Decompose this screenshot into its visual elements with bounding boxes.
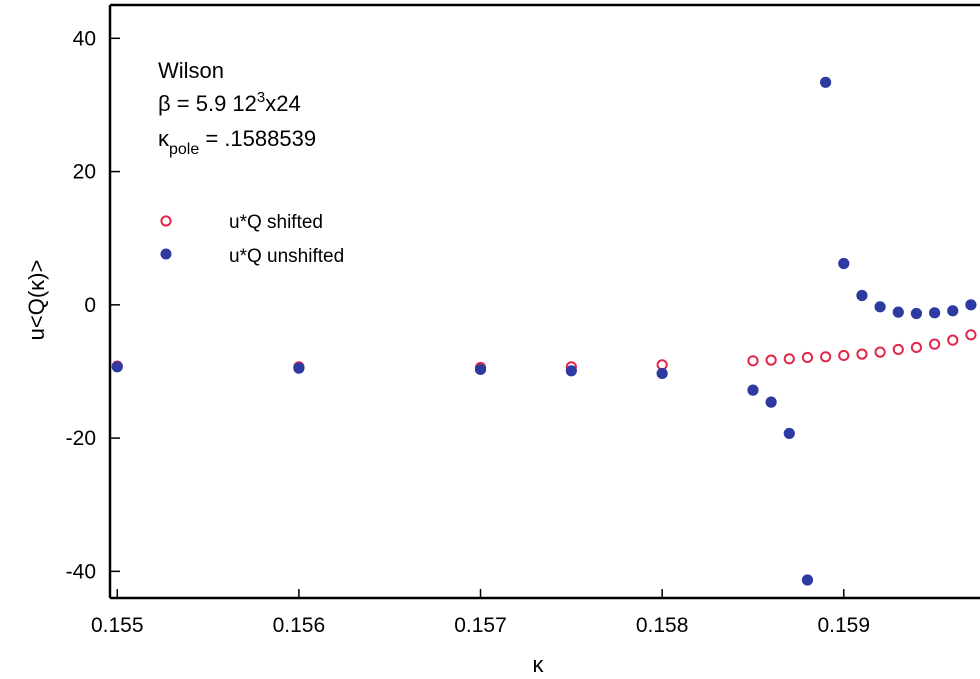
y-tick-label: -40 — [66, 560, 96, 583]
point-unshifted — [965, 299, 977, 311]
point-shifted — [801, 351, 814, 364]
point-shifted — [838, 349, 850, 362]
y-tick-label: 20 — [73, 161, 96, 184]
x-tick-label: 0.156 — [273, 614, 326, 637]
point-unshifted — [910, 307, 923, 320]
annotation-beta-suffix: x24 — [265, 91, 300, 116]
point-shifted — [965, 329, 977, 341]
point-shifted — [947, 334, 959, 346]
annotation-beta-main: β = 5.9 12 — [158, 91, 257, 116]
point-unshifted — [111, 361, 123, 373]
point-unshifted — [656, 367, 668, 380]
plot-axes — [108, 3, 980, 600]
legend: u*Q shifted u*Q unshifted — [160, 212, 344, 267]
y-axis-title: u<Q(κ)> — [24, 260, 49, 341]
point-unshifted — [565, 365, 577, 377]
point-shifted — [874, 346, 886, 358]
legend-label-unshifted: u*Q unshifted — [229, 246, 344, 267]
point-unshifted — [856, 289, 868, 302]
point-unshifted — [874, 301, 886, 313]
y-tick-label: 0 — [84, 294, 96, 317]
x-tick-label: 0.157 — [454, 614, 507, 637]
annotation-wilson: Wilson — [158, 58, 224, 83]
axis-ticks: 0.155 0.156 0.157 0.158 0.159 -40 -20 0 20 40 — [66, 27, 870, 637]
point-unshifted — [783, 427, 795, 440]
point-unshifted — [293, 362, 305, 374]
annotation-beta-sup: 3 — [257, 89, 265, 106]
point-unshifted — [474, 363, 487, 376]
data-points — [111, 76, 977, 586]
point-shifted — [783, 353, 795, 365]
point-shifted — [928, 338, 941, 350]
point-shifted — [892, 343, 904, 356]
point-shifted — [747, 355, 759, 367]
point-shifted — [820, 351, 832, 363]
legend-marker-unshifted — [160, 248, 172, 260]
annotation-kappa-pole: κpole = .1588539 — [158, 126, 316, 158]
x-tick-label: 0.159 — [817, 614, 870, 637]
point-unshifted — [892, 306, 904, 318]
point-unshifted — [747, 384, 759, 396]
legend-marker-shifted — [160, 215, 172, 227]
y-tick-label: 40 — [73, 27, 96, 50]
point-unshifted — [947, 305, 959, 317]
point-unshifted — [801, 574, 814, 586]
point-shifted — [765, 354, 777, 366]
annotation-kappa-value: = .1588539 — [199, 126, 316, 151]
annotation-block: Wilson β = 5.9 123x24 κpole = .1588539 — [158, 58, 316, 158]
annotation-beta: β = 5.9 123x24 — [158, 89, 301, 116]
point-shifted — [910, 341, 923, 354]
y-tick-label: -20 — [66, 427, 96, 450]
series-u-q-unshifted — [111, 76, 977, 586]
x-tick-label: 0.155 — [91, 614, 144, 637]
annotation-kappa-sub: pole — [169, 141, 199, 158]
series-u-q-shifted — [111, 329, 977, 374]
point-unshifted — [928, 307, 941, 319]
point-shifted — [856, 348, 868, 360]
legend-label-shifted: u*Q shifted — [229, 212, 323, 233]
point-unshifted — [838, 257, 850, 270]
point-unshifted — [820, 76, 832, 88]
x-tick-label: 0.158 — [636, 614, 689, 637]
x-axis-title: κ — [533, 652, 545, 677]
annotation-kappa: κ — [158, 126, 170, 151]
point-unshifted — [765, 396, 777, 408]
